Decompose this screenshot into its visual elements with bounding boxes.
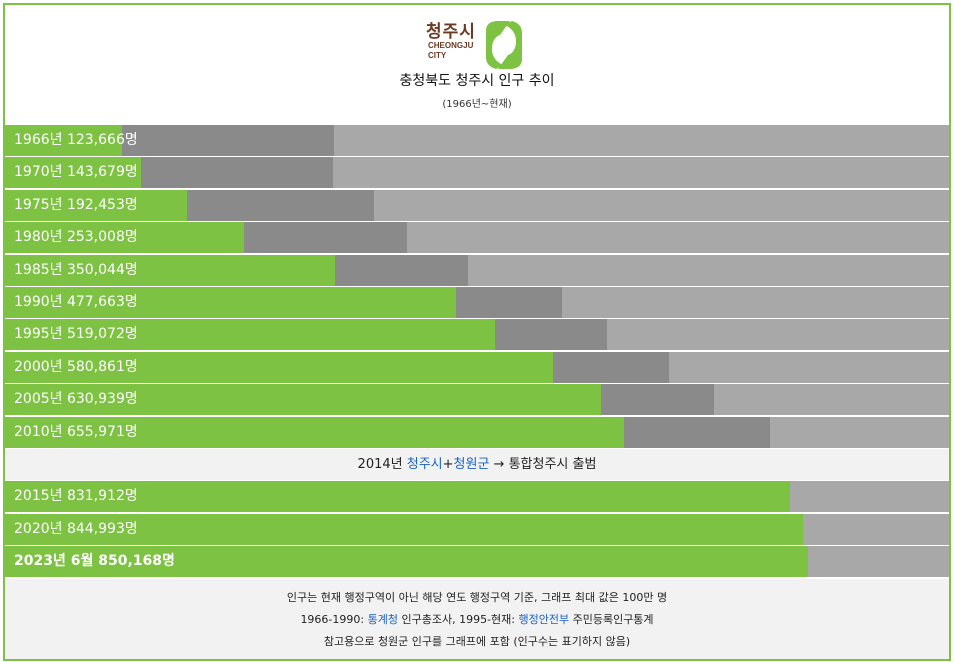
bar-cheongju-2023 [5, 546, 808, 578]
population-bar-chart: 1966년 123,666명 1970년 143,679명 1975년 192,45… [5, 125, 949, 578]
bar-cheongju-2000 [5, 351, 553, 383]
footer-notes: 인구는 현재 행정구역이 아닌 해당 연도 행정구역 기준, 그래프 최대 값은… [5, 579, 949, 659]
bar-cheongju-1985 [5, 254, 335, 286]
cheongju-logo: 청주시 CHEONGJU CITY [426, 17, 536, 73]
bar-row-1980: 1980년 253,008명 [5, 222, 949, 254]
bar-label-1975: 1975년 192,453명 [14, 196, 138, 213]
bar-row-1995: 1995년 519,072명 [5, 319, 949, 351]
bar-row-2023: 2023년 6월 850,168명 [5, 546, 949, 578]
bar-label-2020: 2020년 844,993명 [14, 520, 138, 537]
bar-label-1985: 1985년 350,044명 [14, 261, 138, 278]
bar-cheongju-2020 [5, 513, 803, 545]
bar-row-1990: 1990년 477,663명 [5, 286, 949, 318]
footer-line-2-suffix: 주민등록인구통계 [569, 613, 654, 626]
bar-cheongju-2015 [5, 481, 790, 513]
cheongwon-county-link[interactable]: 청원군 [453, 456, 490, 472]
bar-row-1966: 1966년 123,666명 [5, 125, 949, 156]
bar-label-2000: 2000년 580,861명 [14, 358, 138, 375]
merger-note-plus: + [442, 456, 454, 472]
bar-row-1985: 1985년 350,044명 [5, 254, 949, 286]
bar-label-2005: 2005년 630,939명 [14, 391, 138, 408]
logo-korean-text: 청주시 [426, 22, 476, 42]
bar-cheongju-1990 [5, 286, 456, 318]
bar-cheongju-1975 [5, 189, 187, 221]
chart-frame: 청주시 CHEONGJU CITY 충청북도 청주시 인구 추이 (1966년~… [3, 3, 951, 661]
bar-label-1980: 1980년 253,008명 [14, 229, 138, 246]
bar-cheongju-2010 [5, 416, 624, 448]
bar-label-1995: 1995년 519,072명 [14, 326, 138, 343]
bar-row-2000: 2000년 580,861명 [5, 351, 949, 383]
bar-row-1970: 1970년 143,679명 [5, 157, 949, 189]
merger-note-prefix: 2014년 [357, 456, 407, 472]
bar-cheongju-1980 [5, 222, 244, 254]
chart-title: 충청북도 청주시 인구 추이 [399, 73, 555, 89]
bar-row-2020: 2020년 844,993명 [5, 513, 949, 545]
bar-label-2023: 2023년 6월 850,168명 [14, 553, 175, 570]
bar-row-1975: 1975년 192,453명 [5, 189, 949, 221]
bar-row-2010: 2010년 655,971명 [5, 416, 949, 448]
bar-label-1970: 1970년 143,679명 [14, 164, 138, 181]
bar-label-1966: 1966년 123,666명 [14, 132, 138, 148]
bar-label-2010: 2010년 655,971명 [14, 423, 138, 440]
bar-label-2015: 2015년 831,912명 [14, 488, 138, 505]
cheongju-emblem-icon [486, 21, 522, 69]
merger-note-suffix: → 통합청주시 출범 [489, 456, 597, 472]
cheongju-city-link[interactable]: 청주시 [406, 456, 443, 472]
bar-row-2015: 2015년 831,912명 [5, 481, 949, 513]
footer-line-2-middle: 인구총조사, 1995-현재: [397, 613, 519, 626]
bar-cheongju-1995 [5, 319, 495, 351]
header: 청주시 CHEONGJU CITY 충청북도 청주시 인구 추이 (1966년~… [5, 5, 949, 125]
bar-cheongju-1970 [5, 157, 141, 189]
logo-english-text: CHEONGJU CITY [428, 41, 474, 60]
statistics-korea-link[interactable]: 통계청 [367, 613, 398, 626]
bar-cheongju-1966 [5, 125, 122, 156]
chart-subtitle: (1966년~현재) [442, 99, 512, 110]
bar-cheongju-2005 [5, 384, 601, 416]
bar-label-1990: 1990년 477,663명 [14, 293, 138, 310]
footer-line-1: 인구는 현재 행정구역이 아닌 해당 연도 행정구역 기준, 그래프 최대 값은… [286, 591, 668, 604]
merger-note-row: 2014년 청주시+청원군 → 통합청주시 출범 [5, 448, 949, 480]
footer-line-2: 1966-1990: 통계청 인구총조사, 1995-현재: 행정안전부 주민등… [5, 611, 949, 627]
footer-line-2-prefix: 1966-1990: [300, 613, 368, 626]
bar-row-2005: 2005년 630,939명 [5, 384, 949, 416]
footer-line-3: 참고용으로 청원군 인구를 그래프에 포함 (인구수는 표기하지 않음) [323, 635, 631, 648]
ministry-interior-link[interactable]: 행정안전부 [518, 613, 570, 626]
